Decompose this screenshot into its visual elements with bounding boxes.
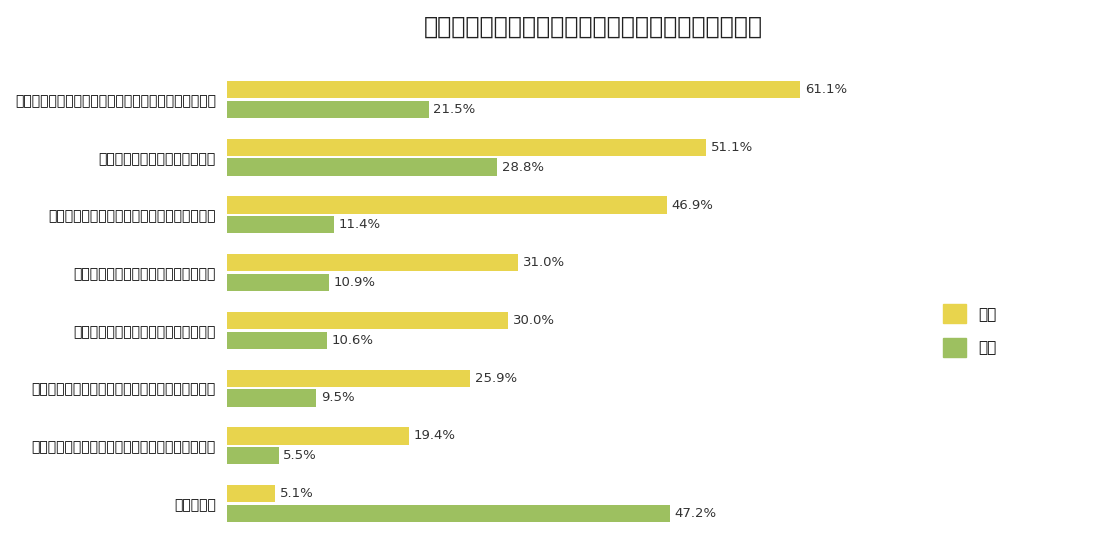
Bar — [227, 447, 279, 464]
Bar — [227, 196, 667, 214]
Text: 11.4%: 11.4% — [339, 218, 381, 231]
Bar — [227, 216, 334, 234]
Text: 46.9%: 46.9% — [672, 198, 714, 212]
Text: 61.1%: 61.1% — [805, 83, 847, 96]
Text: 10.6%: 10.6% — [331, 334, 373, 347]
Text: 47.2%: 47.2% — [674, 507, 717, 520]
Text: 19.4%: 19.4% — [414, 429, 456, 443]
Text: 25.9%: 25.9% — [474, 372, 517, 385]
Text: 31.0%: 31.0% — [523, 257, 565, 269]
Text: 5.1%: 5.1% — [280, 487, 313, 500]
Text: 21.5%: 21.5% — [433, 103, 475, 116]
Bar — [227, 254, 517, 272]
Text: 9.5%: 9.5% — [321, 391, 354, 404]
Bar — [227, 389, 317, 406]
Bar — [227, 158, 497, 176]
Bar — [227, 505, 670, 522]
Bar — [227, 274, 330, 291]
Bar — [227, 369, 470, 387]
Text: 28.8%: 28.8% — [502, 160, 544, 173]
Text: 10.9%: 10.9% — [334, 276, 376, 289]
Text: 30.0%: 30.0% — [513, 314, 555, 327]
Bar — [227, 312, 508, 329]
Title: 図表１　「働く上で不公平と感じる内容」（男女別）: 図表１ 「働く上で不公平と感じる内容」（男女別） — [424, 15, 762, 39]
Legend: 女性, 男性: 女性, 男性 — [936, 298, 1003, 363]
Text: 51.1%: 51.1% — [711, 141, 753, 154]
Bar — [227, 101, 429, 118]
Text: 5.5%: 5.5% — [283, 449, 318, 462]
Bar — [227, 331, 326, 349]
Bar — [227, 81, 800, 98]
Bar — [227, 139, 706, 156]
Bar — [227, 485, 275, 503]
Bar — [227, 427, 409, 444]
